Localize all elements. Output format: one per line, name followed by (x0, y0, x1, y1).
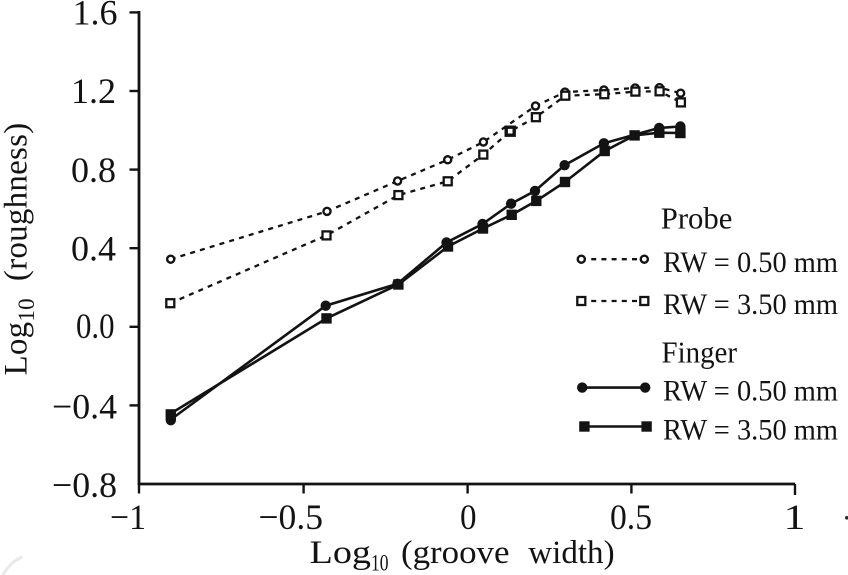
svg-text:1.6: 1.6 (73, 0, 118, 33)
svg-text:Finger: Finger (662, 335, 738, 370)
svg-text:−0.5: −0.5 (259, 497, 324, 537)
svg-text:Log: Log (310, 535, 372, 571)
svg-text:RW = 0.50 mm: RW = 0.50 mm (663, 246, 838, 279)
svg-text:1: 1 (784, 497, 806, 537)
svg-text:−0.4: −0.4 (52, 387, 117, 427)
svg-text:(groove: (groove (401, 535, 510, 571)
svg-text:−1: −1 (110, 497, 146, 537)
svg-text:−0.8: −0.8 (52, 465, 117, 505)
svg-text:0.5: 0.5 (610, 497, 652, 537)
svg-text:RW = 3.50 mm: RW = 3.50 mm (663, 288, 838, 321)
svg-text:RW = 0.50 mm: RW = 0.50 mm (663, 374, 838, 407)
svg-text:0.0: 0.0 (76, 306, 115, 346)
svg-text:width): width) (528, 535, 614, 571)
svg-text:0.4: 0.4 (71, 228, 116, 268)
svg-text:Log10 (roughness): Log10 (roughness) (0, 123, 39, 376)
svg-text:0: 0 (460, 497, 477, 537)
svg-text:10: 10 (371, 551, 389, 575)
svg-text:0.8: 0.8 (71, 150, 116, 190)
svg-text:1.2: 1.2 (71, 71, 116, 111)
svg-text:Probe: Probe (661, 200, 733, 235)
svg-text:RW = 3.50 mm: RW = 3.50 mm (663, 413, 838, 446)
